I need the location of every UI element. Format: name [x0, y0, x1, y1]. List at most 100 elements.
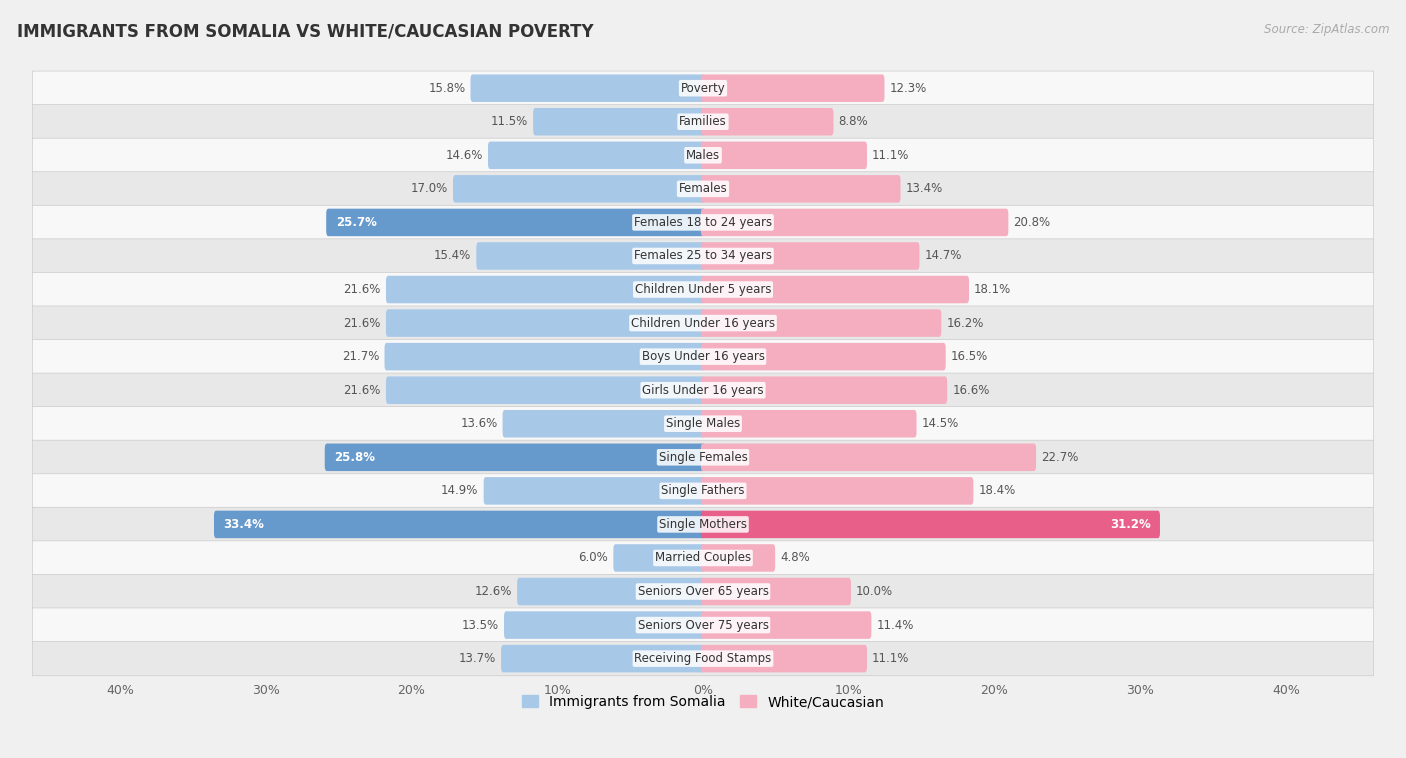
- Text: Single Males: Single Males: [666, 417, 740, 431]
- FancyBboxPatch shape: [700, 645, 868, 672]
- Text: 4.8%: 4.8%: [780, 552, 810, 565]
- FancyBboxPatch shape: [32, 474, 1374, 508]
- FancyBboxPatch shape: [700, 511, 1160, 538]
- Text: Children Under 5 years: Children Under 5 years: [634, 283, 772, 296]
- FancyBboxPatch shape: [32, 575, 1374, 609]
- Text: Single Females: Single Females: [658, 451, 748, 464]
- Text: Single Fathers: Single Fathers: [661, 484, 745, 497]
- FancyBboxPatch shape: [517, 578, 706, 606]
- Text: 14.6%: 14.6%: [446, 149, 482, 161]
- FancyBboxPatch shape: [32, 507, 1374, 541]
- Text: 11.4%: 11.4%: [876, 619, 914, 631]
- FancyBboxPatch shape: [700, 108, 834, 136]
- Text: 16.2%: 16.2%: [946, 317, 984, 330]
- Text: 15.4%: 15.4%: [434, 249, 471, 262]
- FancyBboxPatch shape: [32, 205, 1374, 240]
- FancyBboxPatch shape: [503, 611, 706, 639]
- Text: Females 25 to 34 years: Females 25 to 34 years: [634, 249, 772, 262]
- FancyBboxPatch shape: [32, 340, 1374, 374]
- FancyBboxPatch shape: [32, 641, 1374, 675]
- FancyBboxPatch shape: [700, 142, 868, 169]
- FancyBboxPatch shape: [488, 142, 706, 169]
- FancyBboxPatch shape: [32, 406, 1374, 441]
- FancyBboxPatch shape: [387, 377, 706, 404]
- FancyBboxPatch shape: [700, 276, 969, 303]
- Text: 15.8%: 15.8%: [429, 82, 465, 95]
- FancyBboxPatch shape: [700, 243, 920, 270]
- FancyBboxPatch shape: [387, 309, 706, 337]
- Text: Seniors Over 75 years: Seniors Over 75 years: [637, 619, 769, 631]
- Text: IMMIGRANTS FROM SOMALIA VS WHITE/CAUCASIAN POVERTY: IMMIGRANTS FROM SOMALIA VS WHITE/CAUCASI…: [17, 23, 593, 41]
- FancyBboxPatch shape: [387, 276, 706, 303]
- Text: 25.8%: 25.8%: [335, 451, 375, 464]
- FancyBboxPatch shape: [32, 541, 1374, 575]
- Text: 11.1%: 11.1%: [872, 149, 910, 161]
- FancyBboxPatch shape: [384, 343, 706, 371]
- FancyBboxPatch shape: [326, 208, 706, 236]
- Text: 11.5%: 11.5%: [491, 115, 529, 128]
- FancyBboxPatch shape: [533, 108, 706, 136]
- FancyBboxPatch shape: [700, 477, 973, 505]
- FancyBboxPatch shape: [32, 306, 1374, 340]
- Text: 18.1%: 18.1%: [974, 283, 1011, 296]
- Text: Seniors Over 65 years: Seniors Over 65 years: [637, 585, 769, 598]
- FancyBboxPatch shape: [700, 309, 942, 337]
- Text: 10.0%: 10.0%: [856, 585, 893, 598]
- Text: Married Couples: Married Couples: [655, 552, 751, 565]
- FancyBboxPatch shape: [477, 243, 706, 270]
- Text: 12.6%: 12.6%: [475, 585, 512, 598]
- Text: 13.5%: 13.5%: [461, 619, 499, 631]
- Text: 11.1%: 11.1%: [872, 652, 910, 665]
- Text: 22.7%: 22.7%: [1042, 451, 1078, 464]
- FancyBboxPatch shape: [700, 410, 917, 437]
- Text: Receiving Food Stamps: Receiving Food Stamps: [634, 652, 772, 665]
- FancyBboxPatch shape: [32, 272, 1374, 307]
- Text: Poverty: Poverty: [681, 82, 725, 95]
- Text: 14.9%: 14.9%: [441, 484, 478, 497]
- FancyBboxPatch shape: [325, 443, 706, 471]
- FancyBboxPatch shape: [32, 239, 1374, 273]
- FancyBboxPatch shape: [484, 477, 706, 505]
- Text: 16.6%: 16.6%: [952, 384, 990, 396]
- FancyBboxPatch shape: [613, 544, 706, 572]
- FancyBboxPatch shape: [700, 377, 948, 404]
- Text: 31.2%: 31.2%: [1109, 518, 1150, 531]
- Text: 21.6%: 21.6%: [343, 384, 381, 396]
- Text: Girls Under 16 years: Girls Under 16 years: [643, 384, 763, 396]
- Text: 25.7%: 25.7%: [336, 216, 377, 229]
- FancyBboxPatch shape: [32, 105, 1374, 139]
- Text: 14.5%: 14.5%: [922, 417, 959, 431]
- Legend: Immigrants from Somalia, White/Caucasian: Immigrants from Somalia, White/Caucasian: [516, 690, 890, 715]
- FancyBboxPatch shape: [32, 172, 1374, 206]
- FancyBboxPatch shape: [700, 578, 851, 606]
- Text: 13.7%: 13.7%: [458, 652, 496, 665]
- FancyBboxPatch shape: [700, 74, 884, 102]
- Text: 18.4%: 18.4%: [979, 484, 1015, 497]
- FancyBboxPatch shape: [501, 645, 706, 672]
- Text: 17.0%: 17.0%: [411, 183, 449, 196]
- Text: 33.4%: 33.4%: [224, 518, 264, 531]
- Text: 8.8%: 8.8%: [838, 115, 868, 128]
- FancyBboxPatch shape: [214, 511, 706, 538]
- FancyBboxPatch shape: [700, 343, 946, 371]
- Text: Females: Females: [679, 183, 727, 196]
- Text: 13.6%: 13.6%: [460, 417, 498, 431]
- Text: 12.3%: 12.3%: [890, 82, 927, 95]
- FancyBboxPatch shape: [700, 443, 1036, 471]
- FancyBboxPatch shape: [32, 373, 1374, 407]
- Text: Boys Under 16 years: Boys Under 16 years: [641, 350, 765, 363]
- Text: Females 18 to 24 years: Females 18 to 24 years: [634, 216, 772, 229]
- FancyBboxPatch shape: [700, 175, 900, 202]
- FancyBboxPatch shape: [32, 608, 1374, 642]
- Text: Single Mothers: Single Mothers: [659, 518, 747, 531]
- Text: 21.6%: 21.6%: [343, 283, 381, 296]
- Text: 6.0%: 6.0%: [578, 552, 609, 565]
- FancyBboxPatch shape: [471, 74, 706, 102]
- FancyBboxPatch shape: [32, 440, 1374, 475]
- Text: 13.4%: 13.4%: [905, 183, 943, 196]
- Text: Males: Males: [686, 149, 720, 161]
- FancyBboxPatch shape: [700, 208, 1008, 236]
- Text: Families: Families: [679, 115, 727, 128]
- Text: 20.8%: 20.8%: [1014, 216, 1050, 229]
- Text: Children Under 16 years: Children Under 16 years: [631, 317, 775, 330]
